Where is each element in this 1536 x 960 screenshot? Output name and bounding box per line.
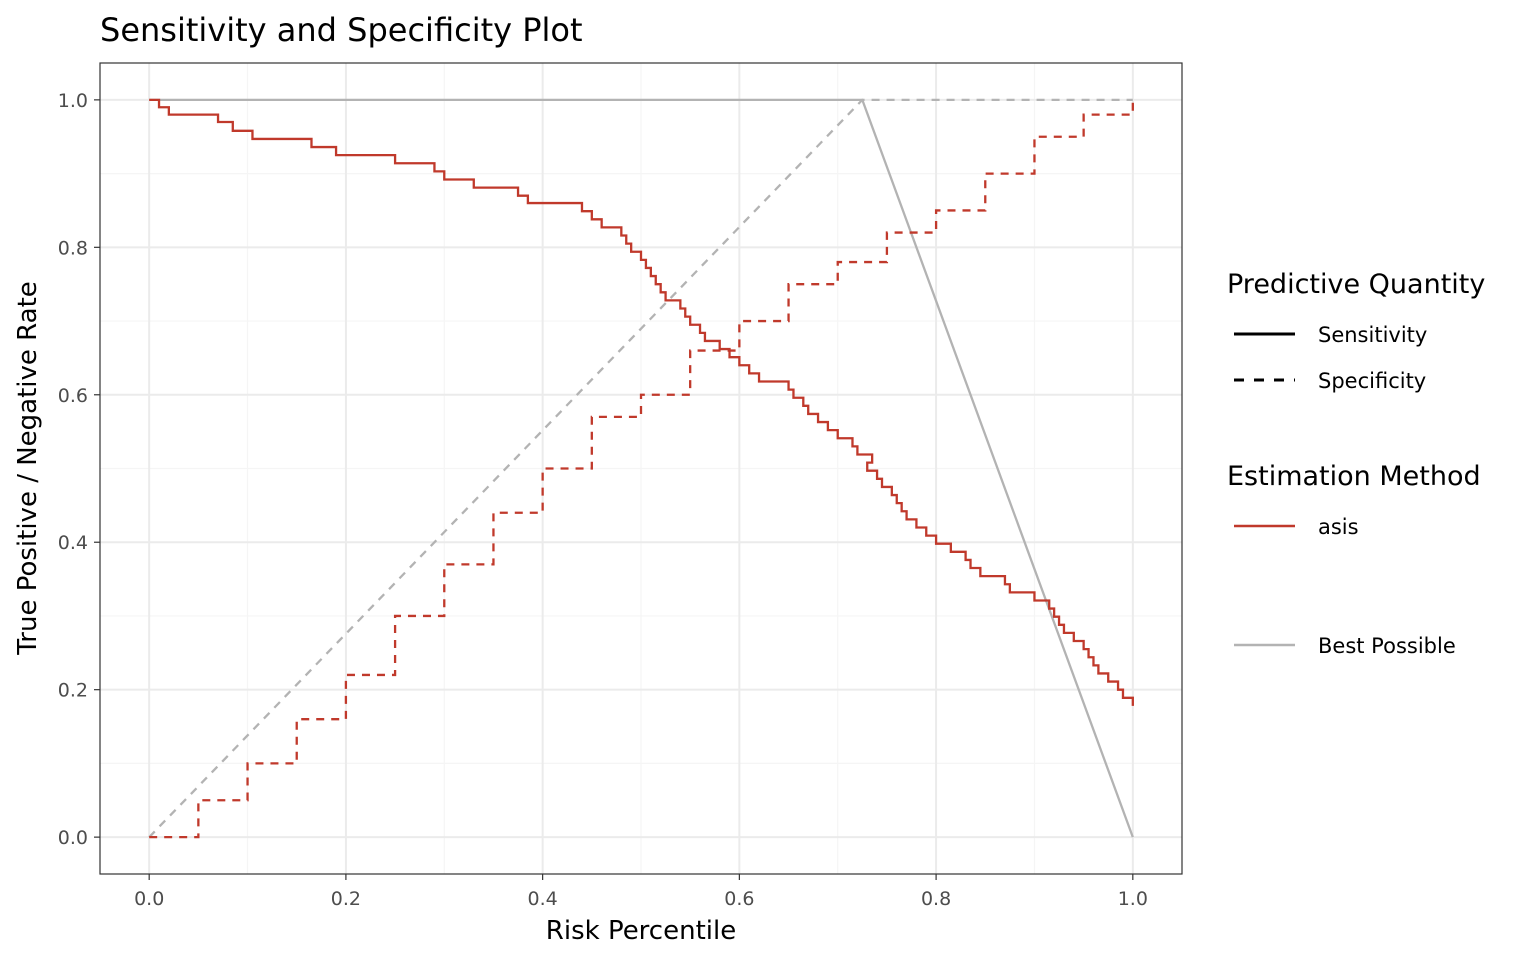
y-tick-label: 0.6: [58, 385, 88, 407]
x-tick-label: 0.0: [134, 888, 164, 910]
grid: [100, 63, 1182, 874]
axes: 0.0 0.2 0.4 0.6 0.8 1.0 0.0 0.2 0.4 0.6 0.8 1.0: [58, 90, 1148, 910]
series-line-asis-specificity: [149, 99, 1134, 839]
legend-label-asis: asis: [1318, 515, 1359, 539]
series-lines: [148, 98, 1134, 839]
legend-label-best-possible: Best Possible: [1318, 634, 1456, 658]
legend-title-predictive-quantity: Predictive Quantity: [1227, 269, 1485, 300]
legend-label-sensitivity: Sensitivity: [1318, 323, 1427, 347]
legend-title-estimation-method: Estimation Method: [1227, 461, 1481, 492]
series-line-best-possible-specificity: [148, 98, 1133, 838]
y-tick-label: 0.4: [58, 532, 88, 554]
y-tick-label: 1.0: [58, 90, 88, 112]
y-tick-label: 0.2: [58, 680, 88, 702]
x-tick-label: 0.4: [528, 888, 558, 910]
legend-label-specificity: Specificity: [1318, 369, 1426, 393]
y-tick-label: 0.0: [58, 827, 88, 849]
legend: Predictive Quantity Sensitivity Specific…: [1227, 269, 1485, 658]
x-tick-label: 0.8: [921, 888, 951, 910]
y-tick-label: 0.8: [58, 237, 88, 259]
x-tick-label: 1.0: [1118, 888, 1148, 910]
x-tick-label: 0.6: [724, 888, 754, 910]
series-line-asis-sensitivity: [149, 98, 1134, 706]
x-tick-label: 0.2: [331, 888, 361, 910]
x-axis-title: Risk Percentile: [546, 916, 736, 946]
chart-title: Sensitivity and Specificity Plot: [100, 11, 583, 49]
plot-panel-border: [99, 62, 1183, 875]
y-axis-title: True Positive / Negative Rate: [13, 281, 43, 656]
